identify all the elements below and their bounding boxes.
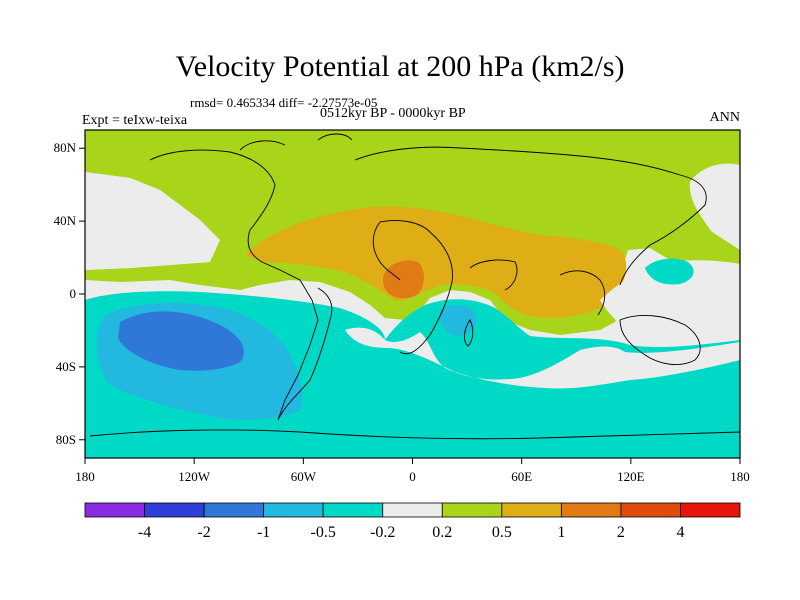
x-tick-label: 0 xyxy=(409,469,416,484)
colorbar-swatch xyxy=(441,502,503,518)
x-tick-label: 60E xyxy=(511,469,532,484)
contour-fill-neutral-south-a xyxy=(345,327,740,389)
x-axis: 180 120W 60W 0 60E 120E 180 xyxy=(75,458,750,484)
x-tick-label: 120W xyxy=(178,469,211,484)
colorbar-label: -0.5 xyxy=(311,524,336,541)
colorbar: -4 -2 -1 -0.5 -0.2 0.2 0.5 1 2 4 xyxy=(84,502,741,541)
colorbar-swatch xyxy=(84,502,145,518)
colorbar-swatch xyxy=(560,502,622,518)
y-tick-label: 0 xyxy=(70,286,77,301)
colorbar-label: -4 xyxy=(138,524,151,541)
colorbar-swatch xyxy=(322,502,384,518)
page-title: Velocity Potential at 200 hPa (km2/s) xyxy=(175,50,625,83)
colorbar-swatch xyxy=(620,502,681,518)
x-tick-label: 120E xyxy=(617,469,645,484)
x-tick-label: 180 xyxy=(75,469,95,484)
colorbar-label: 2 xyxy=(617,524,625,541)
colorbar-label: 4 xyxy=(676,524,684,541)
colorbar-swatch xyxy=(144,502,205,518)
colorbar-label: 0.2 xyxy=(432,524,452,541)
x-tick-label: 180 xyxy=(730,469,750,484)
season-label: ANN xyxy=(709,110,740,125)
colorbar-label: -0.2 xyxy=(370,524,395,541)
y-axis: 80N 40N 0 40S 80S xyxy=(54,140,85,447)
contour-fill-neutral-east xyxy=(600,260,740,342)
colorbar-swatch xyxy=(382,502,443,518)
x-tick-label: 60W xyxy=(291,469,317,484)
colorbar-label: 0.5 xyxy=(492,524,512,541)
contour-fill-neg-africa xyxy=(439,305,477,336)
colorbar-label: -2 xyxy=(197,524,210,541)
y-tick-label: 80S xyxy=(56,432,76,447)
coastlines xyxy=(89,133,740,440)
contour-fill-neutral-nw xyxy=(85,172,215,270)
y-tick-label: 40S xyxy=(56,359,76,374)
contour-fill-1-2 xyxy=(382,260,424,299)
contour-fill-0.5-1 xyxy=(245,206,627,318)
colorbar-swatch xyxy=(501,502,562,518)
period-label: 0512kyr BP - 0000kyr BP xyxy=(320,106,466,121)
colorbar-label: -1 xyxy=(257,524,270,541)
contour-fill-neg2-neg1 xyxy=(118,311,244,371)
y-tick-label: 40N xyxy=(54,213,77,228)
colorbar-swatch xyxy=(203,502,265,518)
stats-text: rmsd= 0.465334 diff= -2.27573e-05 xyxy=(190,95,378,110)
contour-fill-teal-blob xyxy=(645,258,694,285)
experiment-label: Expt = teIxw-teixa xyxy=(82,113,188,128)
colorbar-swatch xyxy=(263,502,324,518)
contour-field xyxy=(85,130,740,458)
colorbar-label: 1 xyxy=(557,524,565,541)
y-tick-label: 80N xyxy=(54,140,77,155)
colorbar-swatch xyxy=(680,502,741,518)
